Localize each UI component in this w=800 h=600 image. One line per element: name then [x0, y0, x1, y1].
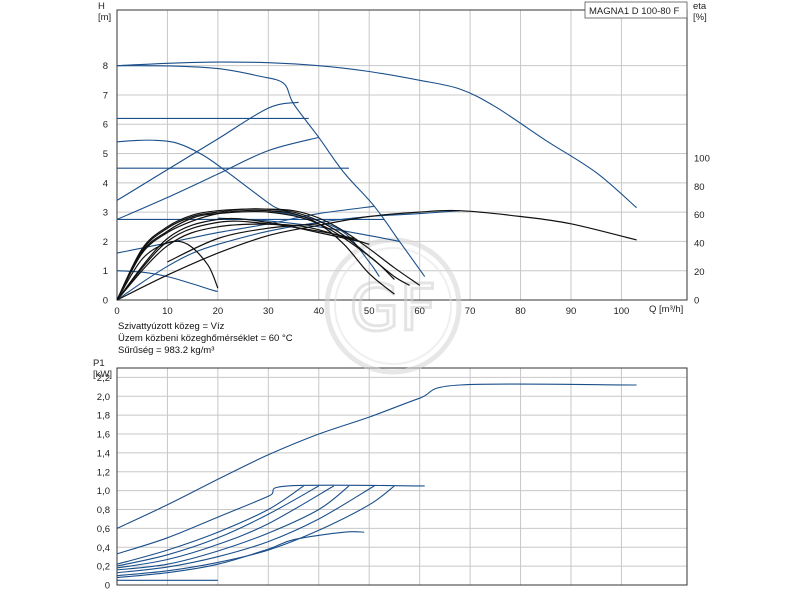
head-y-tick-label: 8: [103, 61, 108, 72]
head-chart-grid: [117, 10, 687, 300]
efficiency-tick-label: 40: [694, 239, 705, 250]
head-curve-17: [116, 210, 395, 301]
head-curve-0: [116, 65, 426, 277]
power-curve-8: [116, 531, 365, 579]
head-y-tick-label: 3: [103, 208, 108, 219]
head-x-tick-label: 30: [263, 306, 274, 317]
power-y-tick-label: 0,4: [97, 543, 110, 554]
head-x-tick-label: 0: [114, 306, 119, 317]
power-chart-curves: [116, 383, 637, 581]
power-curve-3: [116, 485, 320, 567]
head-chart-y-ticks: 0 1 2 3 4 5 6 7 8: [103, 61, 108, 306]
power-curve-2: [116, 485, 304, 565]
head-x-tick-label: 20: [213, 306, 224, 317]
product-label: MAGNA1 D 100-80 F: [589, 6, 679, 17]
power-y-tick-label: 0,8: [97, 505, 110, 516]
head-curve-1: [116, 61, 637, 209]
product-label-box: [584, 1, 688, 19]
head-curve-14: [116, 209, 395, 301]
head-chart-x-ticks: 0 10 20 30 40 50 60 70 80 90 100: [114, 306, 629, 317]
head-y-tick-label: 7: [103, 90, 108, 101]
power-y-tick-label: 1,0: [97, 486, 110, 497]
flow-axis-label: Q [m³/h]: [649, 304, 683, 315]
power-y-tick-label: 0,2: [97, 562, 110, 573]
info-line-density: Sűrűség = 983.2 kg/m³: [118, 345, 214, 356]
efficiency-axis-label: eta [%]: [693, 1, 707, 23]
head-y-tick-label: 2: [103, 237, 108, 248]
head-y-tick-label: 6: [103, 120, 108, 131]
efficiency-tick-label: 60: [694, 210, 705, 221]
efficiency-tick-label: 20: [694, 267, 705, 278]
power-curve-6: [116, 485, 375, 574]
head-curve-2: [116, 139, 289, 213]
power-y-tick-label: 1,6: [97, 430, 110, 441]
head-chart-curves: [116, 61, 637, 301]
head-y-tick-label: 1: [103, 266, 108, 277]
head-x-tick-label: 50: [364, 306, 375, 317]
head-x-tick-label: 10: [162, 306, 173, 317]
power-y-tick-label: 2,0: [97, 392, 110, 403]
power-y-tick-label: 1,2: [97, 467, 110, 478]
head-curve-4: [116, 210, 461, 301]
watermark-logo: GF: [324, 237, 462, 375]
head-curve-19: [116, 220, 355, 301]
head-curve-12: [268, 210, 380, 277]
power-curve-5: [116, 485, 350, 571]
power-y-tick-label: 0: [105, 581, 110, 592]
head-curve-21: [167, 223, 319, 263]
head-curve-3: [116, 270, 218, 292]
head-curve-6: [116, 101, 299, 201]
power-y-tick-label: 2,2: [97, 373, 110, 384]
head-x-tick-label: 40: [313, 306, 324, 317]
efficiency-tick-label: 80: [694, 182, 705, 193]
info-line-temperature: Üzem közbeni közeghőmérséklet = 60 °C: [118, 333, 293, 344]
efficiency-tick-label: 0: [694, 296, 699, 307]
head-x-tick-label: 90: [566, 306, 577, 317]
head-chart-frame: [116, 9, 688, 301]
head-chart-y2-ticks: 0 20 40 60 80 100: [694, 153, 710, 306]
power-curve-7: [116, 485, 395, 577]
head-curve-7: [116, 205, 375, 254]
head-curve-18: [116, 217, 360, 301]
head-y-tick-label: 5: [103, 149, 108, 160]
power-curve-4: [116, 485, 335, 569]
head-axis-label: H [m]: [98, 1, 111, 23]
head-y-tick-label: 4: [103, 178, 108, 189]
head-y-tick-label: 0: [103, 296, 108, 307]
power-y-tick-label: 0,6: [97, 524, 110, 535]
head-x-tick-label: 100: [613, 306, 629, 317]
efficiency-tick-label: 100: [694, 153, 710, 164]
power-y-tick-label: 1,4: [97, 448, 110, 459]
power-axis-label: P1 [kW]: [93, 358, 112, 380]
power-chart-y-ticks: 0 0,2 0,4 0,6 0,8 1,0 1,2 1,4 1,6 1,8 2,0 2,2: [97, 373, 110, 592]
head-curve-22: [116, 209, 637, 301]
head-curve-13: [116, 240, 219, 301]
head-curve-5: [116, 136, 319, 220]
power-y-tick-label: 1,8: [97, 411, 110, 422]
power-curve-1: [116, 484, 425, 555]
head-x-tick-label: 70: [465, 306, 476, 317]
head-x-tick-label: 60: [414, 306, 425, 317]
power-chart-grid: [117, 368, 687, 585]
head-x-tick-label: 80: [515, 306, 526, 317]
head-curve-16: [116, 208, 421, 301]
power-chart-frame: [116, 367, 688, 586]
watermark-text: GF: [350, 272, 436, 346]
info-line-medium: Szivattyúzott közeg = Víz: [118, 321, 225, 332]
head-curve-20: [116, 223, 370, 301]
power-curve-0: [116, 383, 637, 529]
